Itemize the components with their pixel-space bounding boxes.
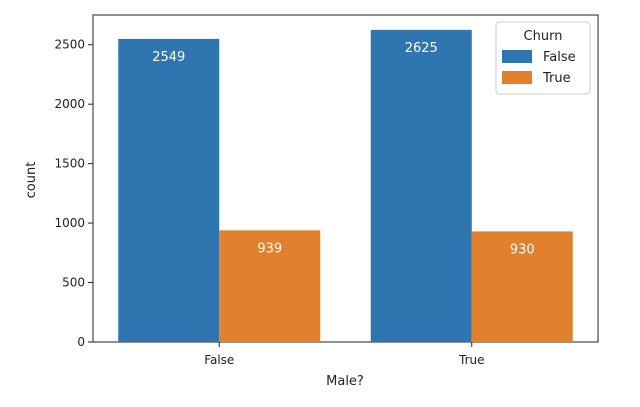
legend: Churn False True <box>495 21 591 95</box>
legend-title: Churn <box>524 29 563 44</box>
x-tick-label: False <box>204 353 234 367</box>
x-axis-label: Male? <box>326 374 364 389</box>
bars <box>118 29 573 342</box>
x-tick-label: True <box>458 353 485 367</box>
y-axis: 0 500 1000 1500 2000 2500 <box>54 38 93 349</box>
bar-value-label: 2625 <box>405 41 438 56</box>
x-axis: False True <box>204 342 485 367</box>
bar <box>370 29 472 342</box>
bar <box>471 231 573 342</box>
y-tick-label: 1000 <box>54 216 85 230</box>
bar-value-label: 2549 <box>152 50 185 65</box>
legend-entry-label: False <box>543 50 576 65</box>
bar <box>219 230 321 342</box>
legend-entry-label: True <box>542 71 571 86</box>
bar <box>118 38 220 342</box>
y-tick-label: 1500 <box>54 157 85 171</box>
legend-swatch <box>502 50 532 63</box>
bar-value-label: 939 <box>257 241 282 256</box>
y-tick-label: 500 <box>62 276 85 290</box>
y-axis-label: count <box>24 162 39 199</box>
legend-swatch <box>502 71 532 84</box>
data-labels: 2549 939 2625 930 <box>152 41 534 258</box>
y-tick-label: 2000 <box>54 97 85 111</box>
y-tick-label: 0 <box>77 335 85 349</box>
y-tick-label: 2500 <box>54 38 85 52</box>
bar-value-label: 930 <box>510 242 535 257</box>
